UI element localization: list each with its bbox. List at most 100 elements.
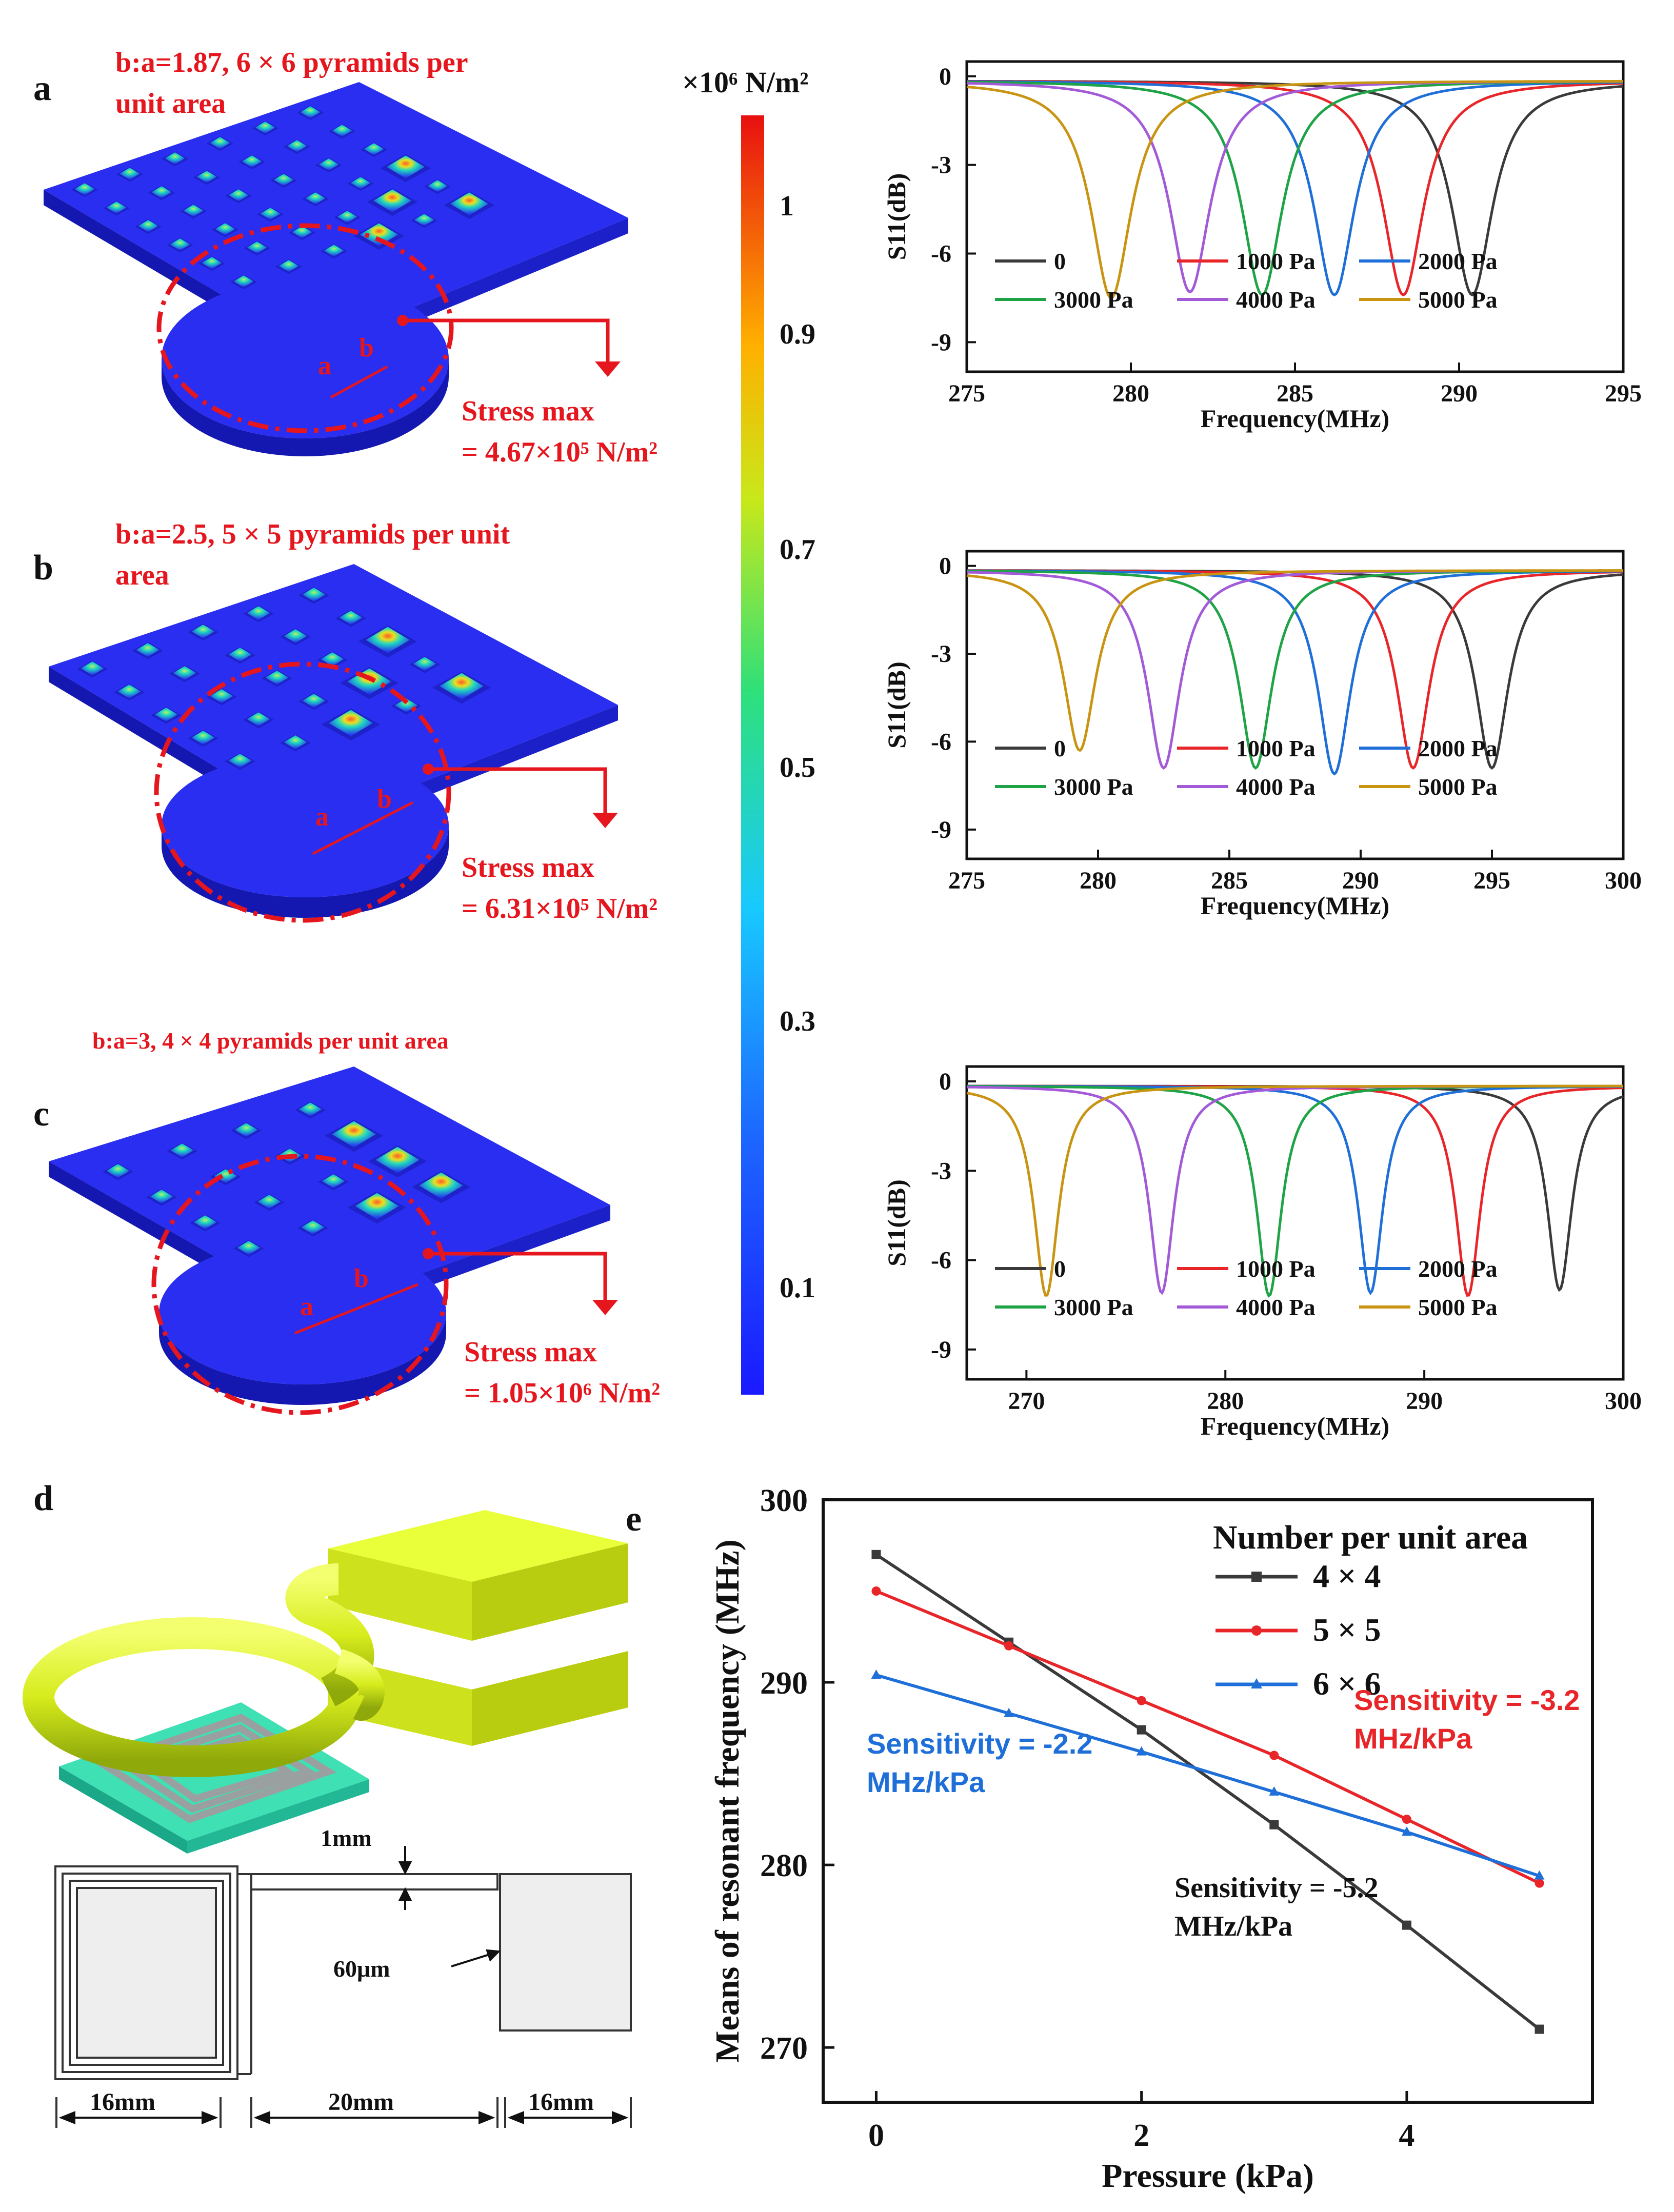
y-tick-label: -3 — [931, 152, 951, 179]
plot-frame — [965, 550, 1625, 860]
pyramid-top — [136, 643, 160, 657]
legend-label: 1000 Pa — [1236, 735, 1316, 761]
legend-label: 3000 Pa — [1054, 1294, 1133, 1320]
legend-label: 4 × 4 — [1313, 1558, 1381, 1594]
legend-label: 0 — [1054, 735, 1066, 761]
pyramid-top — [375, 1147, 420, 1173]
pyramid-top — [302, 588, 326, 601]
colorbar-tick: 0.3 — [780, 1006, 815, 1037]
pyramid-top — [151, 186, 172, 198]
x-axis-label: Pressure (kPa) — [1102, 2157, 1314, 2195]
s11-chart-c: 270 280 290 300 0 -3 -6 -9 Frequency(MHz) S11(dB)… — [882, 1065, 1642, 1440]
data-point-circle — [1402, 1815, 1411, 1824]
pyramid-top — [81, 661, 104, 675]
pyramid-top — [247, 606, 270, 620]
panel-letter-d: d — [33, 1479, 53, 1518]
pyramid-top — [170, 238, 190, 251]
pyramid-top — [322, 1174, 345, 1188]
panel-a-pointer-arrow — [403, 318, 610, 369]
legend-label: 5000 Pa — [1418, 287, 1498, 313]
legend-label: 5000 Pa — [1418, 1294, 1498, 1320]
y-tick-label: 270 — [760, 2031, 808, 2066]
pyramid-top — [183, 205, 204, 217]
frequency-pressure-chart: e 0 2 4 270 280 290 300 Pressure (kPa) Means of r… — [626, 1483, 1594, 2195]
data-point-triangle — [1534, 1870, 1545, 1880]
pyramid-top — [301, 1220, 325, 1234]
x-tick-label: 300 — [1605, 1387, 1642, 1415]
pyramid-top — [242, 155, 262, 168]
pyramid-top — [302, 694, 326, 708]
panel-b-pointer-arrow — [428, 767, 607, 820]
x-tick-label: 2 — [1133, 2118, 1149, 2153]
s11-chart-a: 275 280 285 290 295 0 -3 -6 -9 Frequency(MHz) S11(… — [882, 60, 1642, 433]
panel-c-stress-line2: = 1.05×10⁶ N/m² — [464, 1377, 660, 1409]
pyramid-top — [255, 122, 275, 134]
pyramid-top — [427, 180, 448, 192]
data-point-square — [871, 1550, 881, 1559]
pyramid-top — [347, 668, 391, 695]
sensitivity-annotation: Sensitivity = -5.2 — [1174, 1872, 1378, 1904]
y-tick-label: -9 — [931, 816, 951, 843]
pyramid-top — [257, 1195, 281, 1209]
colorbar-gradient — [741, 115, 764, 1395]
series-line — [875, 1553, 1541, 2030]
pyramid-top — [215, 223, 235, 235]
data-point-square — [1137, 1725, 1146, 1735]
pyramid-top — [237, 1241, 261, 1255]
x-tick-label: 290 — [1406, 1387, 1443, 1415]
sensitivity-annotation: MHz/kPa — [1354, 1722, 1472, 1755]
pyramid-top — [273, 174, 294, 186]
pyramid-top — [284, 735, 307, 749]
data-point-triangle — [1004, 1707, 1014, 1717]
pyramid-top — [287, 140, 307, 152]
y-tick-label: -6 — [931, 728, 951, 755]
panel-a-pyramids — [71, 105, 495, 290]
legend-label: 1000 Pa — [1236, 248, 1316, 274]
panel-c-b-arrow — [294, 1283, 418, 1335]
dimension-arrows — [58, 1846, 629, 2124]
panel-b-stress-line1: Stress max — [462, 852, 594, 883]
panel-a-title-line1: b:a=1.87, 6 × 6 pyramids per — [115, 47, 468, 78]
series-line — [875, 1673, 1540, 1878]
pyramid-top — [150, 1190, 173, 1203]
x-tick-label: 0 — [868, 2118, 884, 2153]
colorbar-tick: 0.1 — [780, 1272, 815, 1304]
sensing-ring — [23, 1563, 385, 1777]
y-tick-label: -9 — [931, 329, 951, 356]
legend-label: 6 × 6 — [1313, 1665, 1381, 1702]
pyramid-top — [119, 168, 140, 180]
pyramid-top — [339, 611, 363, 625]
data-point-square — [1269, 1820, 1279, 1829]
colorbar-tick: 0.9 — [780, 318, 815, 350]
panel-b-title-line1: b:a=2.5, 5 × 5 pyramids per unit — [115, 518, 510, 550]
legend-label: 5 × 5 — [1313, 1612, 1381, 1648]
pyramid-top — [364, 143, 384, 155]
panel-a-title-line2: unit area — [115, 88, 226, 119]
panel-a-stress-line2: = 4.67×10⁵ N/m² — [462, 436, 657, 468]
data-point-triangle — [1402, 1826, 1412, 1836]
series-line — [967, 80, 1623, 297]
x-axis-label: Frequency(MHz) — [1201, 891, 1389, 920]
colorbar-tick: 0.5 — [780, 752, 815, 783]
panel-b: b b:a=2.5, 5 × 5 pyramids per unit area … — [33, 518, 657, 924]
pyramid-top — [332, 1121, 376, 1148]
pyramid-top — [292, 226, 312, 238]
pyramid-top — [386, 155, 425, 178]
pyramid-top — [74, 183, 95, 195]
panel-c: c b:a=3, 4 × 4 pyramids per unit area a … — [33, 1028, 660, 1415]
schematic-2d — [54, 1865, 632, 2128]
pyramid-top — [210, 137, 230, 149]
legend-label: 0 — [1054, 248, 1066, 274]
y-axis-label: Means of resonant frequency (MHz) — [709, 1539, 746, 2062]
y-tick-label: 290 — [760, 1666, 808, 1701]
pyramid-top — [414, 214, 434, 226]
plot-frame — [965, 60, 1625, 373]
pyramid-top — [165, 152, 185, 165]
data-point-triangle — [1269, 1786, 1280, 1796]
pyramid-top — [355, 1193, 399, 1219]
y-axis-label: S11(dB) — [882, 173, 911, 260]
pyramid-top — [210, 689, 233, 703]
pyramid-top — [191, 731, 215, 745]
panel-c-title: b:a=3, 4 × 4 pyramids per unit area — [92, 1028, 449, 1054]
x-tick-label: 275 — [948, 867, 985, 894]
